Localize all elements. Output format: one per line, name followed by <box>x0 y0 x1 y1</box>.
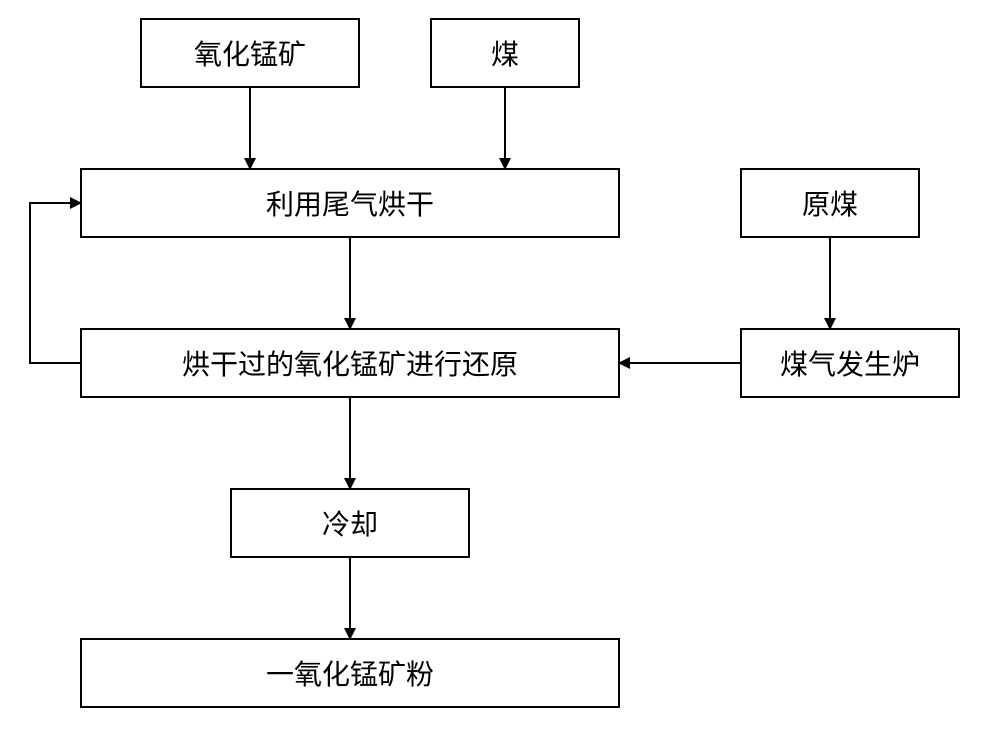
node-label: 利用尾气烘干 <box>266 183 434 223</box>
node-mno-powder: 一氧化锰矿粉 <box>80 638 620 708</box>
node-label: 煤气发生炉 <box>780 343 920 383</box>
node-coal: 煤 <box>430 18 580 88</box>
edge <box>30 203 80 363</box>
node-label: 氧化锰矿 <box>194 33 306 73</box>
node-label: 原煤 <box>802 183 858 223</box>
node-label: 煤 <box>491 33 519 73</box>
node-label: 烘干过的氧化锰矿进行还原 <box>182 343 518 383</box>
node-tail-gas-drying: 利用尾气烘干 <box>80 168 620 238</box>
node-manganese-oxide-ore: 氧化锰矿 <box>140 18 360 88</box>
node-label: 冷却 <box>322 503 378 543</box>
node-label: 一氧化锰矿粉 <box>266 653 434 693</box>
node-raw-coal: 原煤 <box>740 168 920 238</box>
node-gas-generator: 煤气发生炉 <box>740 328 960 398</box>
node-cooling: 冷却 <box>230 488 470 558</box>
node-reduction: 烘干过的氧化锰矿进行还原 <box>80 328 620 398</box>
